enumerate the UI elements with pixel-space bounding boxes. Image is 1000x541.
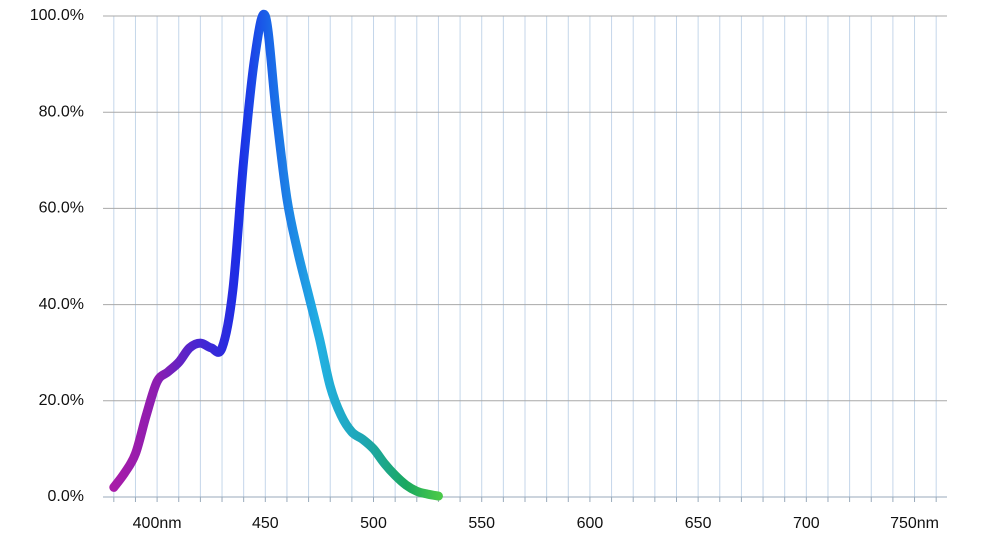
x-tick-label: 500 [360, 515, 387, 532]
y-tick-label: 20.0% [39, 392, 84, 409]
spectrum-line [109, 9, 443, 501]
x-tick-label: 450 [252, 515, 279, 532]
x-tick-label: 700 [793, 515, 820, 532]
x-tick-label: 650 [685, 515, 712, 532]
x-tick-label: 600 [577, 515, 604, 532]
y-tick-label: 60.0% [39, 200, 84, 217]
x-tick-label: 550 [468, 515, 495, 532]
y-tick-label: 40.0% [39, 296, 84, 313]
y-tick-label: 100.0% [30, 7, 84, 24]
x-tick-label: 400nm [133, 515, 182, 532]
y-tick-label: 80.0% [39, 103, 84, 120]
x-tick-label: 750nm [890, 515, 939, 532]
y-tick-label: 0.0% [48, 488, 84, 505]
